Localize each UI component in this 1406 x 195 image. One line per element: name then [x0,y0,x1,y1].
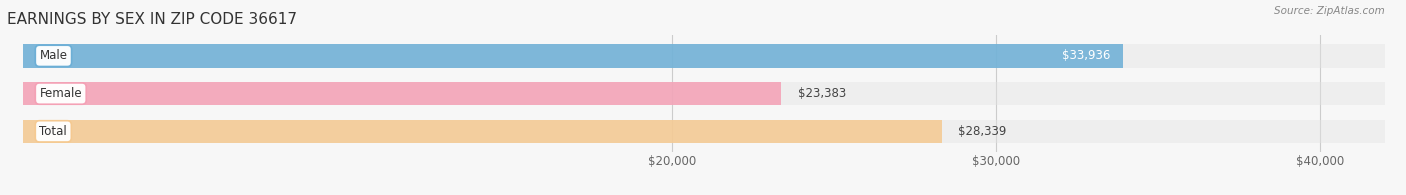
Text: Total: Total [39,125,67,138]
Bar [24,82,1385,105]
Text: EARNINGS BY SEX IN ZIP CODE 36617: EARNINGS BY SEX IN ZIP CODE 36617 [7,12,297,27]
Bar [24,120,942,143]
Text: $33,936: $33,936 [1062,49,1111,62]
Bar [24,44,1385,67]
Text: Female: Female [39,87,82,100]
Bar [24,82,782,105]
Text: $28,339: $28,339 [959,125,1007,138]
Text: $23,383: $23,383 [797,87,846,100]
Text: Male: Male [39,49,67,62]
Text: Source: ZipAtlas.com: Source: ZipAtlas.com [1274,6,1385,16]
Bar [24,120,1385,143]
Bar [24,44,1123,67]
